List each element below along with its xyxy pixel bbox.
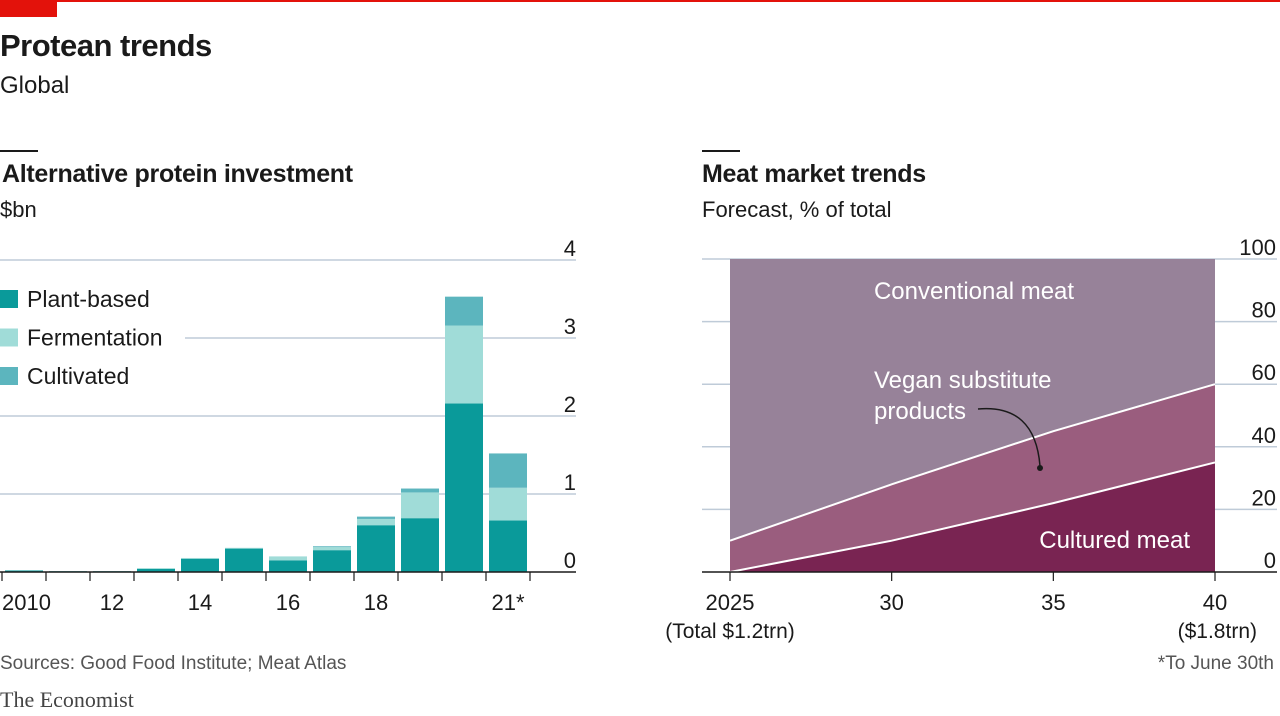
bar-segment <box>401 518 439 572</box>
annotation-leader-line <box>977 407 1041 467</box>
series-boundary-line <box>729 383 1216 542</box>
x-tick-label: 18 <box>364 590 388 615</box>
bar-segment <box>357 518 395 526</box>
bar-segment <box>445 296 483 326</box>
bar-segment <box>489 453 527 488</box>
legend-label: Fermentation <box>27 325 163 351</box>
x-tick-label: 35 <box>1041 590 1065 615</box>
x-tick-label: 16 <box>276 590 300 615</box>
brand-red-rule <box>0 0 1280 2</box>
y-tick-label: 2 <box>564 392 576 417</box>
y-tick-label: 60 <box>1252 360 1276 385</box>
right-panel-subtitle: Forecast, % of total <box>702 197 892 222</box>
sources-note: Sources: Good Food Institute; Meat Atlas <box>0 653 347 674</box>
bar-segment <box>269 556 307 561</box>
meat-market-area-chart: 0 20 40 60 80 100 2025 (Total $1.2trn) 30 35 40 ($1… <box>665 235 1277 643</box>
legend-swatch <box>0 367 18 385</box>
chart-subtitle: Global <box>0 72 70 99</box>
bar-segment <box>401 492 439 519</box>
x-tick-label: 21* <box>491 590 524 615</box>
x-tick-label: 40 <box>1203 590 1227 615</box>
bar-segment <box>489 487 527 521</box>
legend-swatch <box>0 328 18 347</box>
series-boundary-line <box>729 461 1216 573</box>
bar-segment <box>313 547 351 551</box>
x-tick-sublabel: (Total $1.2trn) <box>665 620 795 643</box>
area-vegan-substitute-products <box>730 384 1215 572</box>
bar-segment <box>181 557 219 559</box>
y-tick-label: 20 <box>1252 485 1276 510</box>
annotation-dot <box>1037 465 1043 471</box>
label-cultured-meat: Cultured meat <box>1039 527 1190 554</box>
bar-segment <box>357 516 395 519</box>
bar-segment <box>137 568 175 569</box>
bar-segment <box>357 525 395 572</box>
bar-segment <box>269 560 307 572</box>
x-tick-label: 14 <box>188 590 212 615</box>
right-panel-rule <box>702 150 740 152</box>
right-panel-title: Meat market trends <box>702 160 926 188</box>
y-tick-label: 0 <box>1264 548 1276 573</box>
y-tick-label: 0 <box>564 548 576 573</box>
left-panel-title: Alternative protein investment <box>2 160 353 188</box>
legend-label: Plant-based <box>27 286 150 312</box>
x-tick-label: 30 <box>879 590 903 615</box>
bar-segment <box>445 325 483 404</box>
x-tick-sublabel: ($1.8trn) <box>1178 620 1257 643</box>
brand-red-tab <box>0 0 57 17</box>
left-panel-rule <box>0 150 38 152</box>
bar-segment <box>445 403 483 572</box>
bar-segment <box>137 568 175 572</box>
bar-segment <box>225 547 263 549</box>
footnote: *To June 30th <box>1157 653 1274 674</box>
bar-segment <box>401 488 439 493</box>
y-tick-label: 3 <box>564 314 576 339</box>
legend-label: Cultivated <box>27 363 129 389</box>
y-tick-label: 4 <box>564 236 576 261</box>
y-tick-label: 100 <box>1239 235 1276 260</box>
economist-logo: The Economist <box>0 687 134 712</box>
bar-segment <box>313 546 351 548</box>
y-tick-label: 1 <box>564 470 576 495</box>
y-tick-label: 40 <box>1252 423 1276 448</box>
label-conventional-meat: Conventional meat <box>874 278 1074 305</box>
legend-swatch <box>0 290 18 308</box>
x-tick-label: 2025 <box>706 590 755 615</box>
bar-segment <box>5 570 43 572</box>
label-vegan-substitute: Vegan substitute products <box>874 367 1051 425</box>
bar-segment <box>181 558 219 572</box>
x-tick-label: 12 <box>100 590 124 615</box>
x-tick-label: 2010 <box>2 590 51 615</box>
left-panel-subtitle: $bn <box>0 197 37 222</box>
area-conventional-meat <box>730 259 1215 541</box>
y-tick-label: 80 <box>1252 298 1276 323</box>
bar-segment <box>489 520 527 572</box>
bar-segment <box>313 550 351 572</box>
bar-segment <box>225 548 263 572</box>
chart-title: Protean trends <box>0 28 212 63</box>
area-cultured-meat <box>730 462 1215 572</box>
